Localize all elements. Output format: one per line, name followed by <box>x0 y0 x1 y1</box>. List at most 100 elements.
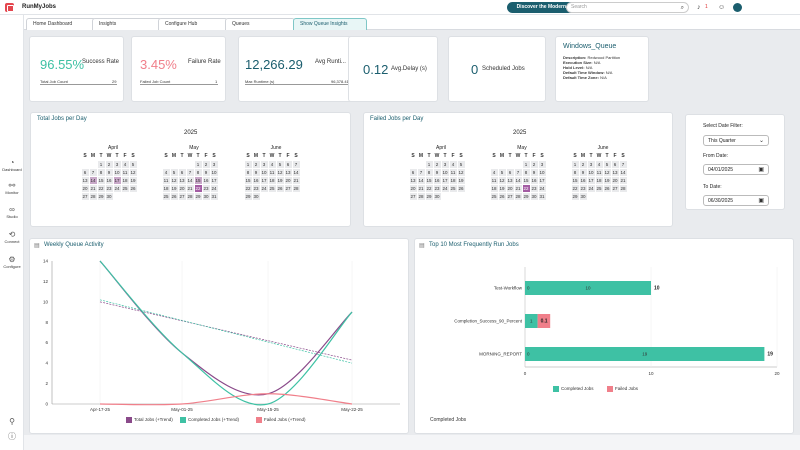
calendar-day[interactable]: 18 <box>490 184 498 192</box>
calendar-day[interactable]: 13 <box>409 176 417 184</box>
calendar-day[interactable]: 19 <box>170 184 178 192</box>
calendar-day[interactable]: 22 <box>194 184 202 192</box>
calendar-day[interactable]: 21 <box>514 184 522 192</box>
calendar-day[interactable]: 1 <box>571 160 579 168</box>
calendar-day[interactable]: 27 <box>284 184 292 192</box>
calendar-day[interactable]: 23 <box>579 184 587 192</box>
calendar-day[interactable]: 2 <box>202 160 210 168</box>
calendar-day[interactable]: 4 <box>162 168 170 176</box>
calendar-day[interactable]: 30 <box>202 192 210 200</box>
calendar-day[interactable]: 2 <box>252 160 260 168</box>
calendar-day[interactable]: 25 <box>490 192 498 200</box>
calendar-day[interactable]: 12 <box>603 168 611 176</box>
calendar-day[interactable]: 6 <box>611 160 619 168</box>
calendar-day[interactable]: 28 <box>619 184 627 192</box>
calendar-day[interactable]: 27 <box>81 192 89 200</box>
calendar-day[interactable]: 19 <box>498 184 506 192</box>
calendar-day[interactable]: 20 <box>284 176 292 184</box>
calendar-day[interactable]: 3 <box>441 160 449 168</box>
calendar-day[interactable]: 15 <box>97 176 105 184</box>
calendar-day[interactable]: 9 <box>252 168 260 176</box>
tab-queues[interactable]: Queues <box>225 18 295 30</box>
calendar-day[interactable]: 18 <box>449 176 457 184</box>
calendar-day[interactable]: 19 <box>129 176 137 184</box>
calendar-day[interactable]: 22 <box>97 184 105 192</box>
calendar-day[interactable]: 12 <box>457 168 465 176</box>
calendar-day[interactable]: 15 <box>194 176 202 184</box>
calendar-day[interactable]: 17 <box>587 176 595 184</box>
calendar-day[interactable]: 14 <box>292 168 300 176</box>
legend-completed-jobs[interactable]: Completed Jobs (+Trend) <box>180 417 239 423</box>
calendar-day[interactable]: 31 <box>538 192 546 200</box>
calendar-day[interactable]: 23 <box>202 184 210 192</box>
calendar-day[interactable]: 15 <box>425 176 433 184</box>
calendar-day[interactable]: 9 <box>105 168 113 176</box>
calendar-day[interactable]: 3 <box>587 160 595 168</box>
calendar-day[interactable]: 22 <box>522 184 530 192</box>
calendar-day[interactable]: 26 <box>129 184 137 192</box>
calendar-day[interactable]: 9 <box>530 168 538 176</box>
calendar-day[interactable]: 21 <box>292 176 300 184</box>
app-logo-icon[interactable] <box>5 3 14 12</box>
calendar-day[interactable]: 4 <box>121 160 129 168</box>
calendar-day[interactable]: 2 <box>579 160 587 168</box>
calendar-day[interactable]: 17 <box>441 176 449 184</box>
calendar-day[interactable]: 10 <box>260 168 268 176</box>
calendar-day[interactable]: 1 <box>244 160 252 168</box>
calendar-day[interactable]: 29 <box>194 192 202 200</box>
calendar-day[interactable]: 21 <box>417 184 425 192</box>
calendar-day[interactable]: 10 <box>210 168 218 176</box>
calendar-day[interactable]: 6 <box>81 168 89 176</box>
calendar-day[interactable]: 6 <box>178 168 186 176</box>
calendar-day[interactable]: 25 <box>162 192 170 200</box>
calendar-day[interactable]: 30 <box>252 192 260 200</box>
calendar-day[interactable]: 3 <box>210 160 218 168</box>
calendar-day[interactable]: 26 <box>498 192 506 200</box>
calendar-day[interactable]: 21 <box>619 176 627 184</box>
calendar-day[interactable]: 11 <box>490 176 498 184</box>
calendar-day[interactable]: 24 <box>260 184 268 192</box>
calendar-day[interactable]: 7 <box>292 160 300 168</box>
calendar-day[interactable]: 21 <box>186 184 194 192</box>
calendar-day[interactable]: 17 <box>113 176 121 184</box>
calendar-day[interactable]: 18 <box>162 184 170 192</box>
calendar-day[interactable]: 17 <box>260 176 268 184</box>
calendar-day[interactable]: 18 <box>595 176 603 184</box>
calendar-day[interactable]: 6 <box>506 168 514 176</box>
calendar-day[interactable]: 24 <box>538 184 546 192</box>
user-icon[interactable]: ☺ <box>718 4 726 11</box>
calendar-day[interactable]: 2 <box>433 160 441 168</box>
pin-button[interactable]: ⚲ <box>0 417 24 426</box>
calendar-day[interactable]: 13 <box>611 168 619 176</box>
calendar-day[interactable]: 16 <box>579 176 587 184</box>
calendar-day[interactable]: 20 <box>81 184 89 192</box>
calendar-day[interactable]: 1 <box>522 160 530 168</box>
calendar-day[interactable]: 25 <box>121 184 129 192</box>
calendar-day[interactable]: 10 <box>441 168 449 176</box>
calendar-day[interactable]: 3 <box>113 160 121 168</box>
calendar-day[interactable]: 23 <box>530 184 538 192</box>
calendar-day[interactable]: 10 <box>587 168 595 176</box>
calendar-day[interactable]: 16 <box>202 176 210 184</box>
calendar-day[interactable]: 17 <box>210 176 218 184</box>
calendar-day[interactable]: 11 <box>449 168 457 176</box>
calendar-day[interactable]: 7 <box>89 168 97 176</box>
calendar-day[interactable]: 28 <box>186 192 194 200</box>
calendar-day[interactable]: 26 <box>276 184 284 192</box>
calendar-day[interactable]: 11 <box>121 168 129 176</box>
calendar-day[interactable]: 28 <box>89 192 97 200</box>
calendar-day[interactable]: 29 <box>244 192 252 200</box>
calendar-day[interactable]: 27 <box>409 192 417 200</box>
calendar-day[interactable]: 18 <box>268 176 276 184</box>
calendar-day[interactable]: 8 <box>244 168 252 176</box>
calendar-day[interactable]: 25 <box>268 184 276 192</box>
avatar[interactable] <box>733 3 742 12</box>
calendar-day[interactable]: 5 <box>457 160 465 168</box>
calendar-day[interactable]: 15 <box>522 176 530 184</box>
calendar-day[interactable]: 31 <box>210 192 218 200</box>
calendar-day[interactable]: 30 <box>530 192 538 200</box>
calendar-icon[interactable]: ▣ <box>758 198 764 204</box>
calendar-day[interactable]: 29 <box>425 192 433 200</box>
calendar-day[interactable]: 12 <box>170 176 178 184</box>
calendar-day[interactable]: 5 <box>129 160 137 168</box>
